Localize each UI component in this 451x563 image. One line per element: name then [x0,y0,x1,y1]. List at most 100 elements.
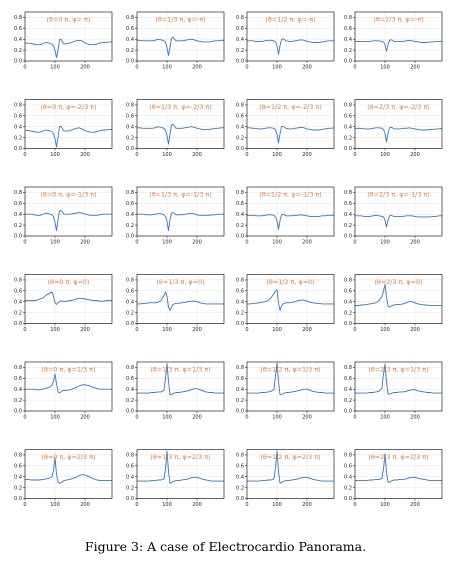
plot-frame [246,449,335,499]
y-tick-label: 0.2 [236,48,244,54]
x-tick-label: 0 [23,152,26,158]
x-tick-label: 0 [23,415,26,421]
panel-title: (θ=2/3 π, φ=2/3 π) [368,453,428,461]
y-tick-label: 0.8 [344,15,352,21]
x-tick-label: 100 [162,152,172,158]
ecg-series-line [247,289,334,311]
y-tick-label: 0.2 [126,223,134,229]
x-tick-label: 0 [23,240,26,246]
panel-title: (θ=1/3 π, φ=-2/3 π) [149,103,212,111]
panel: 0.0 0.2 0.4 0.6 0.8 0 100 200 (θ=1/3 π, φ=-1/3 π… [126,186,225,246]
panel: 0.0 0.2 0.4 0.6 0.8 0 100 200 (θ=2/3 π, φ=-π) [344,11,443,71]
panel-title: (θ=1/2 π, φ=-2/3 π) [259,103,322,111]
x-tick-label: 100 [380,327,390,333]
panel-title: (θ=2/3 π, φ=-π) [373,16,423,24]
y-tick-label: 0.2 [344,135,352,141]
panel-title: (θ=1/3 π, φ=0) [156,278,204,286]
y-tick-label: 0.0 [344,234,352,240]
y-tick-label: 0.2 [236,135,244,141]
y-tick-label: 0.0 [126,234,134,240]
y-tick-label: 0.2 [344,310,352,316]
x-tick-label: 0 [135,502,138,508]
x-tick-label: 200 [80,502,90,508]
plot-frame [354,274,443,324]
ecg-series-line [137,36,224,57]
x-tick-label: 100 [272,415,282,421]
x-tick-label: 200 [302,415,312,421]
y-tick-label: 0.2 [126,485,134,491]
ecg-series-line [25,38,112,59]
panel: 0.0 0.2 0.4 0.6 0.8 0 100 200 (θ=1/2 π, φ=-1/3 π… [236,186,335,246]
y-tick-label: 0.0 [126,146,134,152]
y-tick-label: 0.4 [126,212,134,218]
y-tick-label: 0.8 [344,365,352,371]
panel-title: (θ=1/2 π, φ=2/3 π) [260,453,320,461]
y-tick-label: 0.0 [14,234,22,240]
x-tick-label: 100 [50,327,60,333]
panel: 0.0 0.2 0.4 0.6 0.8 0 100 200 (θ=0 π, φ=0) [14,274,113,333]
y-tick-label: 0.0 [14,321,22,327]
panel: 0.0 0.2 0.4 0.6 0.8 0 100 200 (θ=1/2 π, φ=-π) [236,11,335,71]
x-tick-label: 200 [80,65,90,71]
y-tick-label: 0.4 [344,299,352,305]
y-tick-label: 0.8 [126,190,134,196]
x-tick-label: 0 [245,327,248,333]
x-tick-label: 0 [135,415,138,421]
y-tick-label: 0.4 [344,387,352,393]
x-tick-label: 100 [380,502,390,508]
ecg-series-line [355,283,442,308]
y-tick-label: 0.4 [14,387,22,393]
y-tick-label: 0.8 [14,15,22,21]
y-tick-label: 0.6 [126,114,134,120]
y-tick-label: 0.8 [126,365,134,371]
y-tick-label: 0.6 [236,201,244,207]
panel-title: (θ=1/3 π, φ=1/3 π) [150,366,210,374]
panel-title: (θ=2/3 π, φ=0) [374,278,422,286]
plot-frame [354,361,443,412]
y-tick-label: 0.0 [126,59,134,65]
y-tick-label: 0.8 [14,278,22,284]
plot-frame [136,449,225,499]
panel: 0.0 0.2 0.4 0.6 0.8 0 100 200 (θ=1/3 π, φ=0) [126,274,225,333]
x-tick-label: 100 [162,502,172,508]
x-tick-label: 200 [410,327,420,333]
x-tick-label: 0 [245,415,248,421]
x-tick-label: 100 [272,65,282,71]
ecg-series-line [25,125,112,148]
x-tick-label: 100 [50,152,60,158]
plot-frame [246,361,335,412]
panel: 0.0 0.2 0.4 0.6 0.8 0 100 200 (θ=2/3 π, φ=-2/3 π… [344,99,443,158]
y-tick-label: 0.0 [126,409,134,415]
y-tick-label: 0.4 [126,474,134,480]
panel: 0.0 0.2 0.4 0.6 0.8 0 100 200 (θ=1/3 π, φ=-2/3 π… [126,99,225,158]
ecg-series-line [25,209,112,232]
x-tick-label: 200 [80,415,90,421]
x-tick-label: 100 [380,152,390,158]
x-tick-label: 200 [410,65,420,71]
y-tick-label: 0.4 [344,124,352,130]
y-tick-label: 0.4 [14,37,22,43]
x-tick-label: 100 [380,415,390,421]
y-tick-label: 0.8 [236,453,244,459]
ecg-series-line [137,123,224,145]
y-tick-label: 0.2 [126,310,134,316]
x-tick-label: 200 [192,327,202,333]
panel: 0.0 0.2 0.4 0.6 0.8 0 100 200 (θ=1/3 π, φ=-π) [126,11,225,71]
y-tick-label: 0.0 [14,59,22,65]
y-tick-label: 0.4 [236,387,244,393]
x-tick-label: 200 [192,152,202,158]
y-tick-label: 0.2 [344,223,352,229]
panel-title: (θ=1/3 π, φ=-π) [155,16,205,24]
y-tick-label: 0.6 [14,464,22,470]
y-tick-label: 0.2 [344,398,352,404]
y-tick-label: 0.2 [126,398,134,404]
y-tick-label: 0.6 [236,289,244,295]
y-tick-label: 0.0 [126,321,134,327]
x-tick-label: 200 [410,152,420,158]
y-tick-label: 0.2 [236,223,244,229]
x-tick-label: 200 [302,327,312,333]
plot-frame [354,99,443,149]
y-tick-label: 0.4 [126,299,134,305]
y-tick-label: 0.6 [126,289,134,295]
